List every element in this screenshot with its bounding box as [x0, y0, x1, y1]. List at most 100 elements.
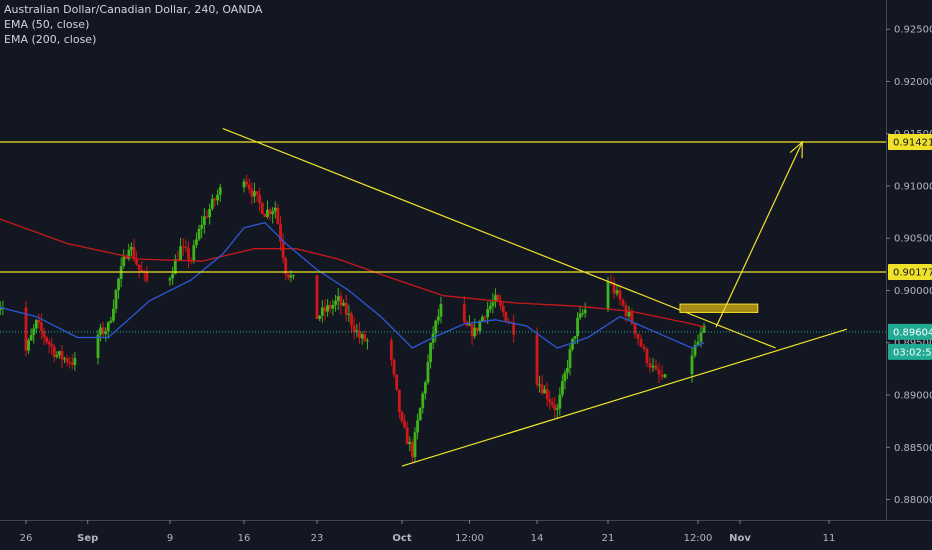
candle-up	[130, 246, 133, 250]
candle-up	[117, 278, 120, 291]
candle-down	[315, 275, 319, 319]
candle-down	[255, 191, 259, 195]
candle-down	[410, 442, 414, 458]
candle-up	[208, 208, 212, 218]
candle-down	[276, 207, 280, 224]
candle-up	[73, 358, 77, 365]
candle-up	[696, 341, 700, 345]
candle-up	[413, 432, 417, 458]
time-tick-label: 11	[823, 533, 836, 544]
candle-up	[96, 334, 100, 359]
candle-up	[253, 191, 256, 197]
candle-down	[247, 184, 251, 190]
time-tick-label: 16	[238, 533, 251, 544]
candle-down	[553, 405, 557, 410]
candle-down	[124, 256, 128, 259]
candle-up	[429, 342, 432, 363]
candle-up	[436, 316, 440, 321]
candle-down	[630, 311, 634, 324]
candle-down	[268, 209, 272, 215]
price-tick-label: 0.89000	[894, 391, 932, 402]
projection-arrow-line[interactable]	[715, 141, 803, 328]
candle-down	[639, 339, 643, 347]
candle-down	[654, 365, 658, 370]
candle-up	[488, 306, 492, 310]
trendline-1[interactable]	[401, 328, 847, 467]
price-axis[interactable]: 0.925000.920000.915000.910000.905000.900…	[886, 0, 932, 550]
candle-down	[395, 374, 399, 390]
candle-up	[195, 239, 198, 246]
candle-up	[421, 393, 425, 409]
candle-down	[642, 346, 646, 349]
target-zone[interactable]	[679, 303, 759, 313]
candle-up	[114, 290, 118, 309]
candle-up	[627, 311, 631, 317]
candle-up	[439, 304, 443, 317]
candle-down	[24, 307, 28, 351]
candle-up	[481, 316, 484, 322]
candle-down	[187, 248, 190, 260]
candle-up	[560, 381, 564, 395]
candle-up	[200, 224, 204, 229]
ema50-legend[interactable]: EMA (50, close)	[4, 18, 90, 31]
candle-down	[660, 374, 664, 378]
candle-down	[535, 334, 539, 386]
candle-down	[403, 421, 406, 428]
candle-up	[318, 315, 322, 319]
candle-down	[621, 299, 625, 306]
candle-down	[501, 305, 505, 313]
candle-down	[636, 334, 640, 340]
candle-down	[339, 296, 343, 306]
candle-up	[106, 322, 110, 332]
candle-up	[173, 259, 177, 274]
candle-down	[258, 194, 262, 204]
candle-up	[192, 245, 196, 261]
ema200-line	[0, 218, 705, 328]
candle-down	[475, 327, 479, 331]
candle-down	[137, 264, 141, 270]
candle-up	[179, 246, 182, 261]
level-price-tag-0: 0.91421	[893, 138, 932, 149]
candle-up	[651, 365, 655, 368]
time-tick-label: Nov	[729, 533, 751, 544]
candle-down	[363, 334, 367, 341]
candle-up	[408, 442, 412, 445]
candle-up	[699, 332, 703, 342]
candle-up	[563, 372, 567, 382]
candle-down	[400, 411, 404, 422]
ema200-legend[interactable]: EMA (200, close)	[4, 33, 97, 46]
time-axis[interactable]: 26 Sep 9 16 23 Oct 12:00 14 21 12:00 Nov 11	[0, 520, 932, 550]
symbol-title[interactable]: Australian Dollar/Canadian Dollar, 240, …	[4, 3, 263, 16]
candle-down	[50, 344, 54, 347]
candle-up	[104, 331, 108, 335]
drawings-layer[interactable]	[0, 127, 886, 467]
time-tick-label: 21	[602, 533, 615, 544]
candle-up	[486, 309, 490, 318]
candle-down	[135, 259, 138, 265]
candle-down	[612, 282, 616, 294]
price-tick-label: 0.92000	[894, 77, 932, 88]
candle-down	[397, 389, 401, 412]
current-price-tag: 0.89604	[893, 327, 932, 338]
candle-up	[690, 355, 694, 375]
candle-down	[545, 389, 549, 400]
candle-up	[273, 207, 277, 212]
candle-up	[336, 296, 340, 301]
candle-down	[250, 189, 254, 197]
time-tick-label: 23	[311, 533, 324, 544]
candle-up	[210, 198, 214, 209]
price-tick-label: 0.92500	[894, 25, 932, 36]
candle-down	[42, 330, 46, 338]
trendline-0[interactable]	[222, 127, 776, 349]
candle-up	[34, 320, 38, 329]
candle-up	[494, 295, 497, 303]
candle-up	[168, 278, 172, 281]
candle-up	[216, 194, 219, 201]
candle-up	[289, 275, 293, 278]
projection-arrow-head	[789, 140, 803, 159]
candle-down	[140, 269, 144, 272]
time-tick-label: 12:00	[455, 533, 484, 544]
candle-up	[122, 256, 126, 267]
candle-up	[171, 273, 175, 279]
